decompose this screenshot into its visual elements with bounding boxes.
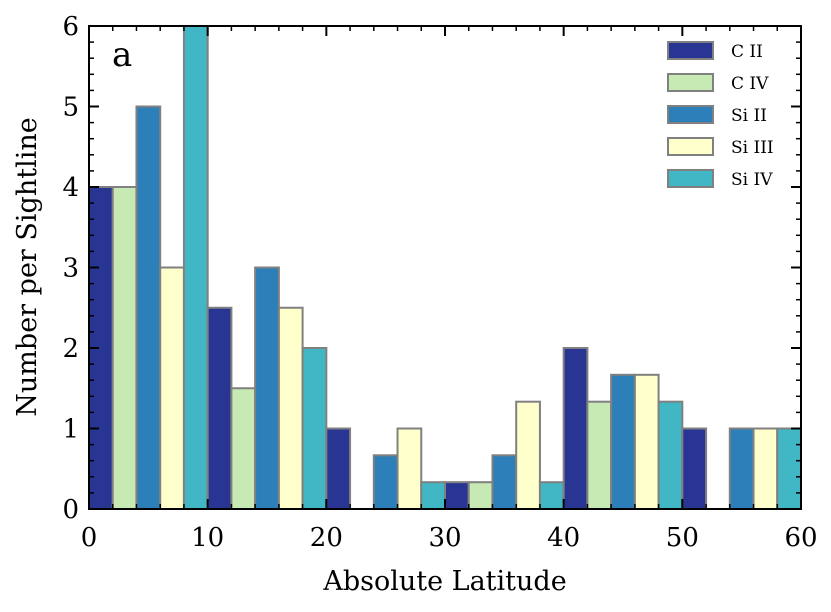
- y-tick-label: 3: [62, 254, 79, 284]
- legend-swatch-si-iii: [667, 137, 714, 156]
- legend-label: Si II: [731, 106, 767, 126]
- legend-swatch-si-iv: [667, 169, 714, 188]
- y-tick-label: 6: [62, 12, 79, 42]
- legend-label: Si III: [731, 138, 774, 158]
- x-tick-label: 50: [666, 523, 699, 553]
- y-axis-title: Number per Sightline: [12, 117, 43, 416]
- bar-si-iv-bin-0: [182, 26, 209, 509]
- bar-si-ii-bin-0: [135, 105, 162, 509]
- x-axis-title: Absolute Latitude: [322, 566, 566, 597]
- bar-si-iii-bin-3: [515, 400, 541, 509]
- y-tick-label: 1: [62, 415, 79, 445]
- x-tick-label: 60: [784, 523, 817, 553]
- bar-si-ii-bin-2: [372, 454, 399, 509]
- bar-si-iii-bin-0: [159, 266, 185, 509]
- y-tick-label: 5: [62, 93, 79, 123]
- panel-label: a: [112, 35, 132, 75]
- bar-c-iv-bin-4: [586, 400, 613, 509]
- bar-si-iv-bin-3: [538, 481, 565, 509]
- legend-swatch-si-ii: [667, 105, 714, 124]
- bar-c-iv-bin-3: [467, 481, 494, 509]
- legend-swatch-c-iv: [667, 73, 714, 92]
- x-tick-label: 20: [310, 523, 343, 553]
- bar-si-ii-bin-1: [254, 266, 280, 509]
- bar-si-iii-bin-2: [396, 427, 423, 509]
- bar-si-iii-bin-5: [752, 427, 779, 509]
- x-tick-label: 30: [428, 523, 461, 553]
- ticks-layer: 0 10 20 30 40 50 60 0 1 2 3 4 5 6: [62, 12, 817, 553]
- y-tick-label: 2: [62, 334, 79, 364]
- bar-c-ii-bin-5: [681, 427, 708, 509]
- bar-si-iv-bin-4: [657, 400, 684, 509]
- bar-c-iv-bin-0: [111, 186, 138, 509]
- legend-swatch-c-ii: [667, 41, 714, 60]
- bar-c-ii-bin-4: [562, 347, 589, 509]
- bar-si-iv-bin-1: [301, 347, 328, 509]
- bar-c-iv-bin-1: [230, 387, 257, 509]
- bar-c-ii-bin-3: [444, 481, 470, 509]
- legend-label: Si IV: [731, 170, 773, 190]
- bar-si-iii-bin-1: [277, 306, 304, 509]
- legend-label: C IV: [731, 74, 769, 94]
- bar-c-ii-bin-1: [206, 306, 233, 509]
- x-tick-label: 40: [547, 523, 580, 553]
- bar-si-ii-bin-3: [491, 454, 518, 509]
- bar-si-iv-bin-5: [776, 427, 801, 509]
- bars-layer: [89, 26, 801, 509]
- bar-si-ii-bin-4: [610, 373, 636, 509]
- bar-si-ii-bin-5: [728, 427, 755, 509]
- x-tick-label: 10: [191, 523, 224, 553]
- y-tick-label: 0: [62, 495, 79, 525]
- legend-label: C II: [731, 42, 763, 62]
- x-tick-label: 0: [81, 523, 98, 553]
- y-tick-label: 4: [62, 173, 79, 203]
- legend: C II C IV Si II Si III Si IV: [667, 41, 774, 190]
- bar-si-iv-bin-2: [420, 481, 446, 509]
- bar-c-ii-bin-2: [325, 427, 352, 509]
- bar-si-iii-bin-4: [633, 373, 660, 509]
